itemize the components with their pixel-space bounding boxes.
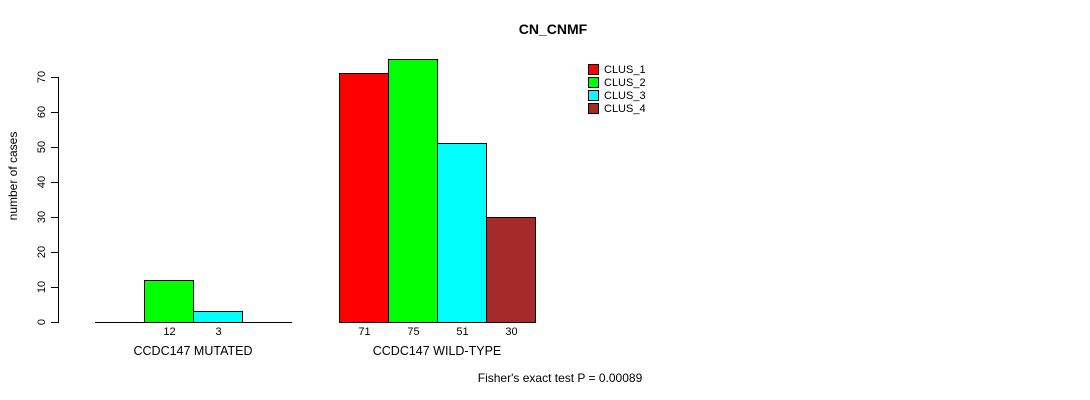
y-tick	[51, 182, 58, 183]
bar-value-label: 12	[163, 326, 176, 338]
bar-clus-1	[339, 73, 389, 323]
bar-value-label: 75	[407, 326, 420, 338]
legend-item: CLUS_2	[588, 76, 646, 89]
legend: CLUS_1 CLUS_2 CLUS_3 CLUS_4	[588, 63, 646, 115]
bar-clus-3	[193, 311, 243, 323]
y-tick	[51, 252, 58, 253]
legend-label: CLUS_1	[604, 63, 646, 76]
legend-item: CLUS_4	[588, 102, 646, 115]
y-tick-label: 0	[36, 318, 48, 326]
y-tick-label: 50	[36, 140, 48, 154]
bar-clus-2	[144, 280, 194, 323]
bar-value-label: 71	[358, 326, 371, 338]
y-tick-label: 40	[36, 175, 48, 189]
bar-value-label: 30	[505, 326, 518, 338]
y-tick	[51, 77, 58, 78]
bar-value-label: 51	[456, 326, 469, 338]
legend-swatch	[588, 90, 599, 101]
y-tick	[51, 322, 58, 323]
legend-label: CLUS_3	[604, 89, 646, 102]
y-tick-label: 10	[36, 280, 48, 294]
legend-label: CLUS_2	[604, 76, 646, 89]
y-tick	[51, 217, 58, 218]
y-tick-label: 70	[36, 70, 48, 84]
group-label: CCDC147 WILD-TYPE	[372, 344, 502, 358]
y-tick	[51, 112, 58, 113]
bar-clus-4	[486, 217, 536, 323]
legend-swatch	[588, 64, 599, 75]
y-axis-label: number of cases	[6, 131, 20, 221]
bar-value-label: 3	[215, 326, 222, 338]
y-tick	[51, 147, 58, 148]
fisher-test-annotation: Fisher's exact test P = 0.00089	[477, 371, 643, 385]
legend-label: CLUS_4	[604, 102, 646, 115]
y-tick	[51, 287, 58, 288]
legend-item: CLUS_1	[588, 63, 646, 76]
bar-clus-2	[388, 59, 438, 323]
legend-item: CLUS_3	[588, 89, 646, 102]
y-tick-label: 60	[36, 105, 48, 119]
legend-swatch	[588, 103, 599, 114]
y-axis-line	[58, 77, 59, 323]
bar-clus-3	[437, 143, 487, 323]
chart-title: CN_CNMF	[518, 21, 588, 37]
legend-swatch	[588, 77, 599, 88]
y-tick-label: 20	[36, 245, 48, 259]
group-label: CCDC147 MUTATED	[133, 344, 253, 358]
y-tick-label: 30	[36, 210, 48, 224]
